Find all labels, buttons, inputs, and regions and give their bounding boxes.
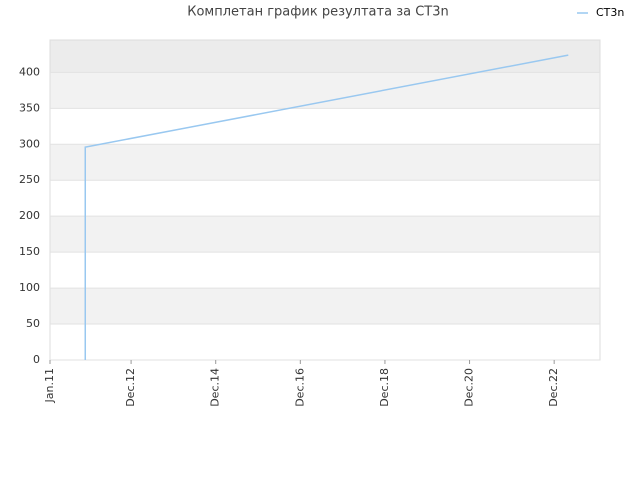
x-tick-label: Dec.14 [209, 368, 222, 407]
y-tick-label: 350 [19, 101, 40, 114]
y-tick-label: 150 [19, 245, 40, 258]
y-tick-label: 0 [33, 353, 40, 366]
data-line [84, 54, 569, 360]
chart-title: Комплетан график резултата за CT3n [187, 5, 448, 20]
grid-band [50, 144, 600, 181]
x-tick-label: Dec.12 [124, 368, 137, 407]
grid-band [50, 288, 600, 325]
grid-band [50, 72, 600, 109]
y-tick-label: 400 [19, 65, 40, 78]
y-tick-label: 100 [19, 281, 40, 294]
y-tick-label: 300 [19, 137, 40, 150]
x-tick-label: Dec.22 [547, 368, 560, 407]
y-tick-label: 200 [19, 209, 40, 222]
y-tick-label: 250 [19, 173, 40, 186]
y-tick-label: 50 [26, 317, 40, 330]
legend-label: CT3n [596, 6, 624, 19]
grid-band [50, 216, 600, 253]
x-tick-label: Dec.16 [293, 368, 306, 407]
grid-band [50, 40, 600, 73]
x-tick-label: Dec.20 [463, 368, 476, 407]
x-tick-label: Dec.18 [378, 368, 391, 407]
x-tick-label: Jan.11 [43, 368, 56, 403]
